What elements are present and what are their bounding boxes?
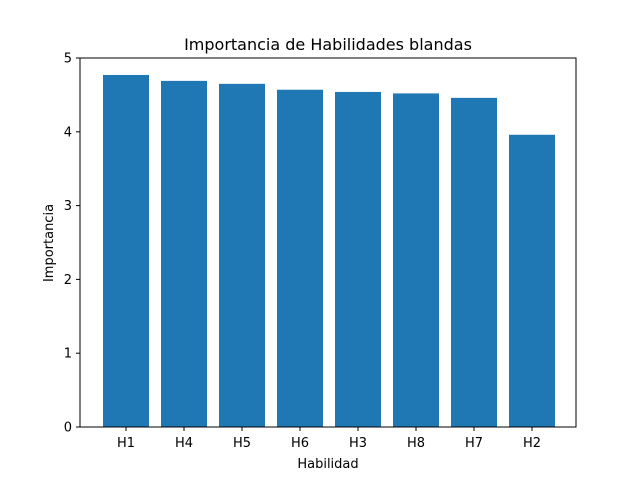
x-tick-label: H3 <box>349 436 367 451</box>
y-tick-label: 0 <box>64 421 72 436</box>
bar-h7 <box>451 97 497 428</box>
y-tick-label: 2 <box>64 273 72 288</box>
plot-frame <box>79 57 577 428</box>
bar-h4 <box>161 80 207 428</box>
y-tick-label: 1 <box>64 347 72 362</box>
chart-title: Importancia de Habilidades blandas <box>184 35 472 54</box>
y-tick-label: 5 <box>64 52 72 67</box>
x-axis-label: Habilidad <box>297 457 358 472</box>
x-tick-label: H1 <box>117 436 135 451</box>
x-tick-label: H5 <box>233 436 251 451</box>
x-tick-label: H2 <box>523 436 541 451</box>
bar-h8 <box>393 93 439 427</box>
x-tick-label: H7 <box>465 436 483 451</box>
x-axis-ticks: H1 H4 H5 H6 H3 H8 H7 H2 <box>117 427 541 451</box>
bar-h3 <box>335 91 381 427</box>
y-tick-label: 4 <box>64 125 72 140</box>
x-tick-label: H6 <box>291 436 309 451</box>
bar-h1 <box>103 74 149 427</box>
bar-h5 <box>219 83 265 427</box>
y-axis-ticks: 0 1 2 3 4 5 <box>64 52 80 436</box>
y-axis-label: Importancia <box>42 204 57 282</box>
bar-h2 <box>509 134 555 427</box>
x-tick-label: H8 <box>407 436 425 451</box>
bars-group <box>103 74 555 428</box>
y-tick-label: 3 <box>64 199 72 214</box>
bar-h6 <box>277 89 323 427</box>
x-tick-label: H4 <box>175 436 193 451</box>
